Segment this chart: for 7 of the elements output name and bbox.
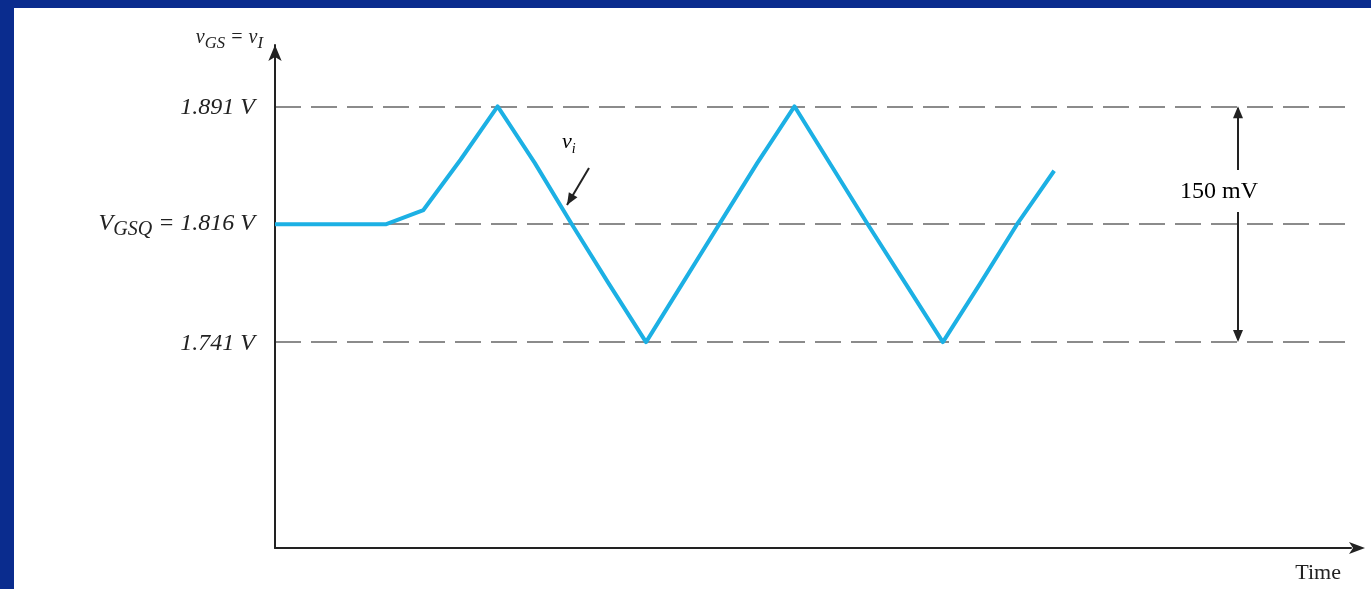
annotation: 150 mV [1180, 177, 1259, 203]
y-tick-label: V$_{GSQ}$ = 1.816 V [98, 208, 255, 240]
x-axis-title: Time [1295, 558, 1341, 584]
y-tick-label: 1.741 V [180, 329, 255, 356]
line-series [273, 104, 1057, 345]
y-tick-label: 1.891 V [180, 93, 255, 120]
y-axis-title: v$_{GS}$ = v$_{I}$ [195, 25, 263, 53]
